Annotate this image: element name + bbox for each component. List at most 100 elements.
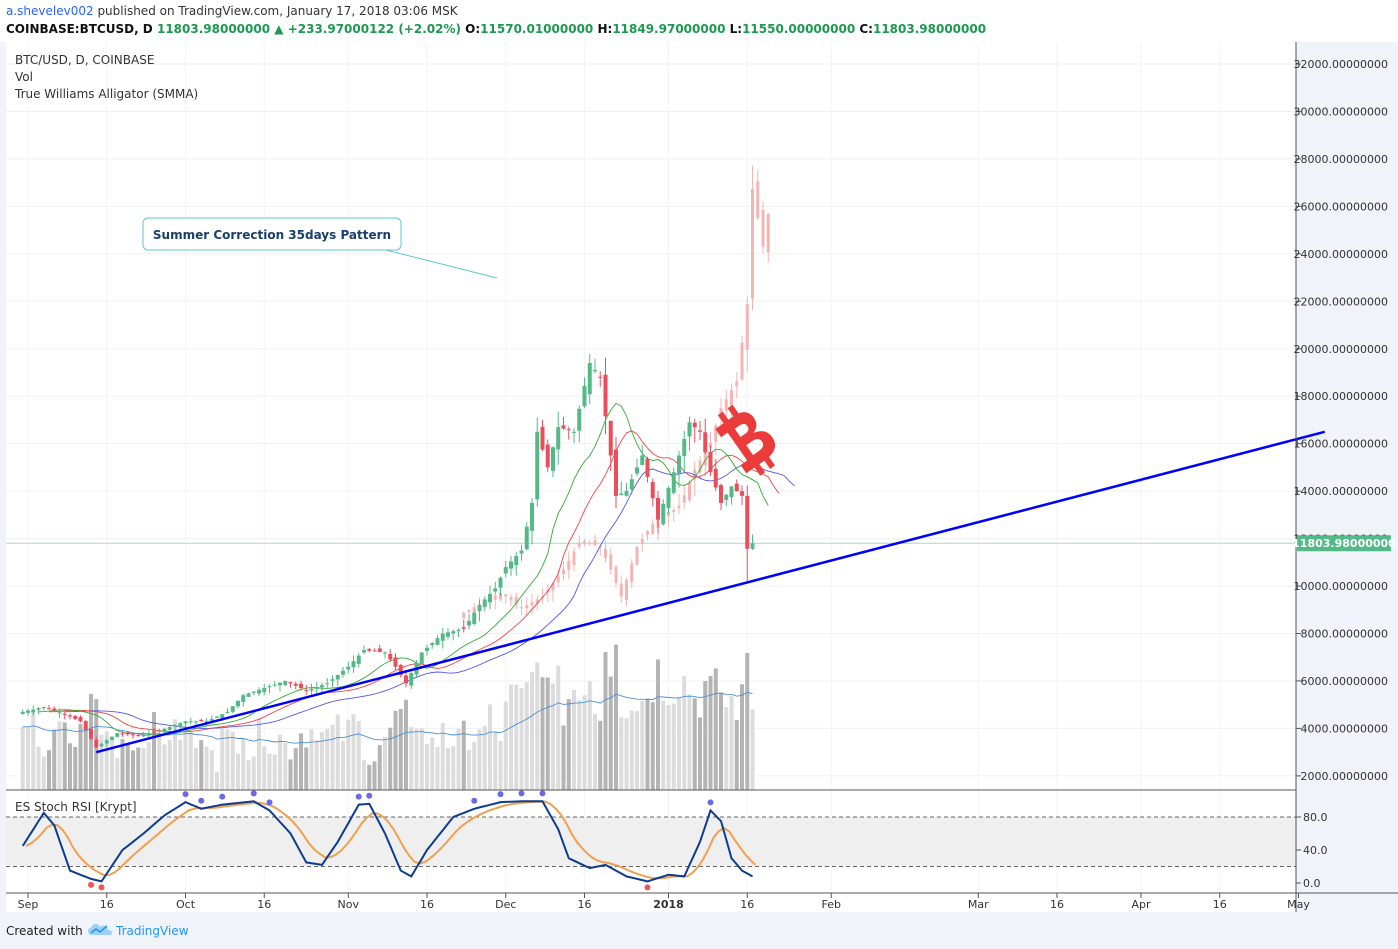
volume-bar [593,713,597,790]
ghost-body [619,583,623,597]
candle-body [62,713,67,715]
volume-bar [225,729,230,790]
volume-bar [383,737,387,790]
candle-body [257,689,261,694]
candle-body [671,472,676,493]
ghost-body [730,390,733,406]
ghost-body [651,523,655,535]
candle-body [131,734,135,736]
volume-bar [682,676,687,790]
volume-bar [503,701,508,790]
volume-bar [351,714,356,790]
candle-body [509,561,513,569]
stoch-d-line [25,800,757,880]
bitcoin-bar [753,462,766,476]
time-tick-label: Oct [176,898,196,911]
volume-bar [603,652,608,790]
volume-bar [435,746,440,790]
ghost-body [735,381,739,387]
price-tick-label: 28000.00000000 [1294,153,1388,166]
annotation-box[interactable] [142,217,402,251]
volume-bar [493,731,498,790]
volume-bar [440,723,445,790]
volume-bar [703,681,708,790]
high-value: 11849.97000000 [612,22,726,36]
volume-bar [698,717,702,790]
chart-area[interactable]: Summer Correction 35days Pattern BTC/USD… [0,42,1398,912]
candle-body [603,374,608,417]
volume-bar [20,726,25,790]
price-tick-label: 24000.00000000 [1294,248,1388,261]
price-tick-label: 6000.00000000 [1301,675,1388,688]
candle-body [283,680,288,685]
candle-body [157,730,162,732]
volume-bar [629,710,634,790]
publish-text: published on TradingView.com, January 17… [93,4,458,18]
price-tick-label: 26000.00000000 [1294,200,1388,213]
ghost-body [677,505,681,509]
stoch-peak-dot [266,799,273,806]
volume-bar [656,659,660,790]
candle-body [199,719,204,722]
ghost-body [640,538,644,545]
time-tick-label: 16 [1050,898,1064,911]
tradingview-link[interactable]: TradingView [116,924,189,938]
candle-body [551,447,555,471]
trendline-group[interactable] [95,430,1326,754]
ohlc-line: COINBASE:BTCUSD, D 11803.98000000 ▲ +233… [6,22,986,36]
price-axis[interactable]: 32000.00000000 30000.00000000 28000.000000… [1294,58,1388,783]
volume-bar [141,748,146,790]
stoch-tick-label: 40.0 [1303,844,1328,857]
candle-body [152,731,156,733]
volume-bar [262,746,267,790]
candle-body [624,491,629,496]
candle-body [698,430,702,432]
stoch-band [6,817,1296,867]
candle-body [451,631,456,634]
volume-bar [204,746,209,790]
volume-bar [624,718,629,790]
stoch-peak-dot [182,791,189,798]
time-axis[interactable]: Sep 16 Oct 16 Nov 16 Dec 16 2018 16 Feb Mar 16 Apr 16 M… [18,893,1311,911]
candle-body [178,723,183,727]
footer: Created with TradingView [0,912,1398,949]
candle-body [309,688,314,691]
volume-bar [157,735,162,790]
volume-bar [194,747,198,790]
volume-bar [272,754,277,790]
volume-bar [409,727,414,790]
candle-body [467,620,471,626]
legend-symbol: BTC/USD, D, COINBASE [15,53,154,67]
volume-bar [519,688,524,790]
ghost-body [766,214,770,253]
volume-bar [99,734,104,790]
volume-bar [614,644,618,790]
candle-body [519,550,524,554]
candle-body [230,706,235,712]
volume-bar [750,709,755,790]
volume-bar [299,733,303,790]
candle-body [713,468,718,488]
candle-body [498,577,503,588]
volume-bar [719,692,723,790]
volume-bar [335,714,340,790]
candle-body [68,715,72,717]
ghost-body [630,563,634,583]
volume-bar [687,694,692,790]
candle-body [488,593,492,603]
volume-bar [488,704,492,790]
volume-bar [183,725,188,790]
candle-body [262,688,267,693]
annotation-group[interactable]: Summer Correction 35days Pattern [142,217,498,279]
stoch-axis: 80.0 40.0 0.0 [1296,811,1328,890]
author-link[interactable]: a.shevelev002 [6,4,94,18]
candle-body [435,638,440,645]
volume-bar [456,728,461,790]
candle-body [288,681,293,684]
bitcoin-bar [763,455,775,469]
ghost-body [688,482,691,501]
volume-bar [598,720,603,790]
candle-body [335,675,340,680]
stoch-rsi-pane [6,790,1296,891]
candle-body [393,657,398,667]
